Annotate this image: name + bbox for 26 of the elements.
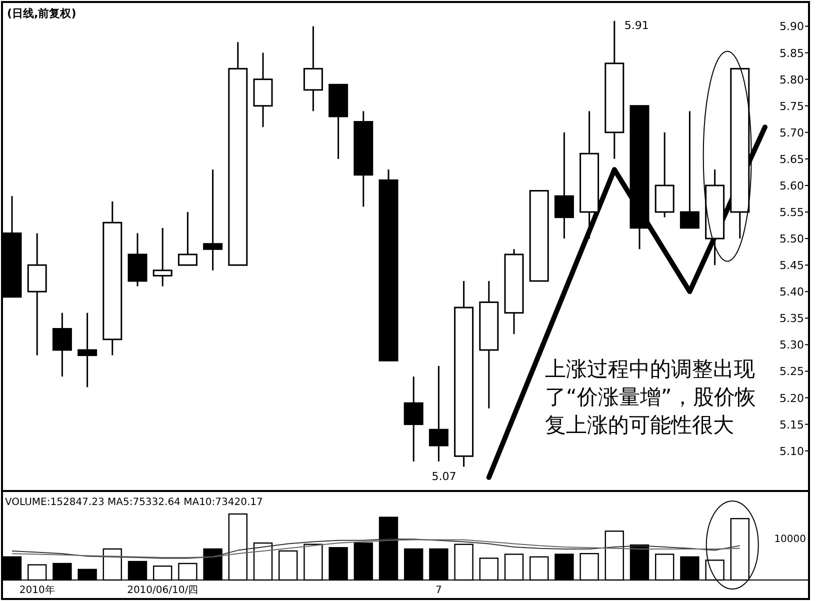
y-tick-label: 5.10 (780, 444, 804, 458)
annotation: 上涨过程中的调整出现了“价涨量增”，股价恢复上涨的可能性很大 (545, 355, 771, 439)
y-tick-label: 5.75 (780, 100, 804, 113)
text: 10000 (774, 534, 806, 545)
y-tick-label: 5.40 (780, 286, 804, 299)
y-tick-label: 5.50 (780, 232, 804, 246)
y-tick-label: 5.25 (780, 365, 804, 378)
y-tick-label: 5.35 (780, 312, 804, 326)
y-tick-label: 5.70 (780, 126, 804, 140)
annotation: 5.07 (432, 470, 456, 483)
y-tick-label: 5.90 (780, 20, 804, 34)
y-tick-label: 5.20 (780, 392, 804, 405)
x-tick-label: 2010/06/10/四 (127, 585, 198, 596)
y-tick-label: 5.45 (780, 259, 804, 272)
annotation: 5.91 (624, 19, 649, 32)
y-tick-label: 5.55 (780, 206, 804, 219)
chart-title: VOLUME:152847.23 MA5:75332.64 MA10:73420.17 (5, 497, 263, 508)
y-tick-label: 5.85 (780, 46, 804, 60)
y-tick-label: 5.65 (780, 152, 804, 166)
y-tick-label: 5.30 (780, 338, 804, 352)
y-tick-label: 5.15 (780, 418, 804, 432)
y-tick-label: 5.60 (780, 179, 804, 192)
x-tick-label: 2010年 (19, 584, 55, 596)
chart-title: (日线,前复权) (7, 7, 76, 20)
x-tick-label: 7 (436, 585, 442, 596)
y-tick-label: 5.80 (780, 73, 804, 86)
